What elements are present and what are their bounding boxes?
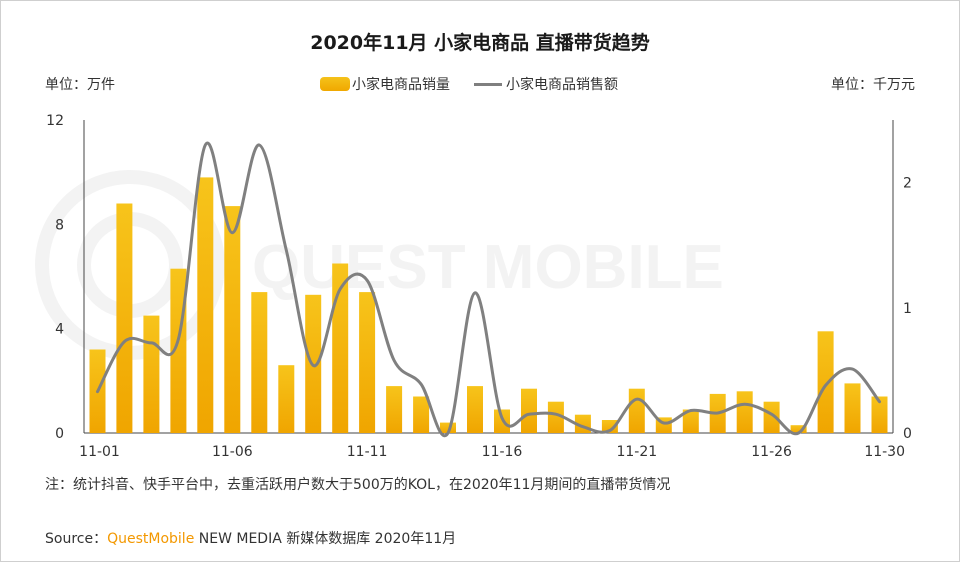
bar-11-12 xyxy=(386,386,403,433)
left-tick-label: 8 xyxy=(55,217,64,233)
right-axis-unit: 单位：千万元 xyxy=(831,77,915,93)
x-tick-label: 11-01 xyxy=(79,444,120,460)
legend-bar-swatch xyxy=(320,77,350,91)
right-tick-label: 1 xyxy=(903,301,912,317)
x-tick-label: 11-16 xyxy=(482,444,523,460)
bar-11-20 xyxy=(601,420,618,433)
bar-11-08 xyxy=(278,365,295,433)
bar-11-07 xyxy=(251,292,268,433)
bar-11-11 xyxy=(359,292,376,433)
bar-11-05 xyxy=(197,177,214,433)
watermark-text: QUEST MOBILE xyxy=(252,233,724,302)
source-line: Source：QuestMobile NEW MEDIA 新媒体数据库 2020… xyxy=(45,528,456,548)
left-tick-label: 4 xyxy=(55,322,64,338)
x-tick-label: 11-21 xyxy=(616,444,657,460)
sales-amount-line xyxy=(96,141,881,438)
legend-bar-label: 小家电商品销量 xyxy=(352,77,450,93)
left-tick-label: 0 xyxy=(55,426,64,442)
x-tick-label: 11-26 xyxy=(751,444,792,460)
x-tick-label: 11-11 xyxy=(347,444,388,460)
source-prefix: Source： xyxy=(45,531,108,547)
watermark: QUEST MOBILE xyxy=(35,170,724,360)
bar-11-02 xyxy=(116,203,133,433)
bar-11-30 xyxy=(871,396,888,433)
bar-11-26 xyxy=(763,401,780,433)
line-series xyxy=(96,141,881,438)
right-tick-label: 2 xyxy=(903,176,912,192)
bar-11-15 xyxy=(467,386,483,433)
bar-series xyxy=(89,177,888,433)
bar-11-18 xyxy=(547,401,564,433)
bar-11-03 xyxy=(143,315,160,433)
source-brand: QuestMobile xyxy=(107,531,195,547)
x-tick-label: 11-30 xyxy=(864,444,905,460)
axes xyxy=(83,120,894,434)
bar-11-17 xyxy=(521,388,537,433)
bar-11-06 xyxy=(224,206,241,433)
source-rest: NEW MEDIA 新媒体数据库 2020年11月 xyxy=(194,531,457,547)
bar-11-10 xyxy=(332,263,349,433)
left-tick-label: 12 xyxy=(46,113,64,129)
bar-11-13 xyxy=(413,396,430,433)
right-tick-label: 0 xyxy=(903,426,912,442)
bar-11-23 xyxy=(682,409,699,433)
x-tick-label: 11-06 xyxy=(212,444,253,460)
bar-11-21 xyxy=(628,388,645,433)
bar-11-29 xyxy=(844,383,861,433)
bar-11-14 xyxy=(440,422,456,433)
chart-title: 2020年11月 小家电商品 直播带货趋势 xyxy=(310,32,650,54)
bar-11-28 xyxy=(817,331,834,433)
legend-line-swatch xyxy=(474,82,502,86)
left-axis-unit: 单位：万件 xyxy=(45,77,115,93)
bar-11-25 xyxy=(736,391,753,433)
legend: 小家电商品销量 小家电商品销售额 xyxy=(320,74,618,94)
legend-line-label: 小家电商品销售额 xyxy=(506,77,618,93)
footnote: 注：统计抖音、快手平台中，去重活跃用户数大于500万的KOL，在2020年11月… xyxy=(45,477,671,493)
bar-11-27 xyxy=(790,425,807,433)
